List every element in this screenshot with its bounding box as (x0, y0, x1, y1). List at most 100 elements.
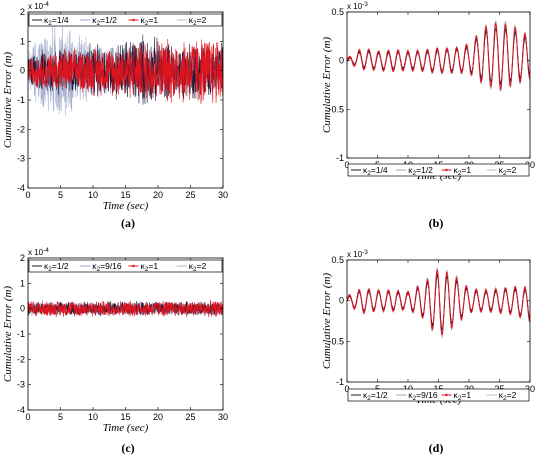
series-marker (522, 54, 524, 56)
legend-sub: 2 (503, 395, 507, 402)
series-marker (350, 296, 352, 298)
series-marker (523, 38, 525, 40)
legend-sub: 2 (367, 395, 371, 402)
y-tick-label: -1 (336, 377, 344, 387)
legend-value: =2 (507, 390, 517, 400)
y-tick-label: -4 (17, 183, 25, 193)
exponent-power: -3 (362, 249, 368, 256)
series-marker (520, 78, 522, 80)
series-marker (362, 65, 364, 68)
series-marker (505, 23, 507, 26)
x-tick-label: 30 (525, 160, 535, 170)
series-marker (508, 69, 510, 71)
series-marker (449, 313, 451, 315)
series-marker (360, 296, 362, 298)
series-marker (478, 66, 480, 69)
series-marker (408, 292, 410, 294)
series-marker (428, 293, 430, 295)
x-tick-label: 10 (88, 190, 98, 200)
series-marker (498, 70, 500, 72)
legend-kappa: κ (189, 261, 194, 271)
series-marker (397, 290, 399, 292)
legend-label: κ2=1 (454, 165, 472, 177)
series-marker (458, 60, 460, 62)
series-marker (524, 33, 526, 35)
series-marker (526, 58, 529, 60)
x-tick-label: 30 (525, 384, 535, 394)
legend-label: κ2=9/16 (408, 390, 438, 402)
series-marker (458, 301, 460, 303)
series-marker (470, 72, 472, 75)
series-marker (487, 296, 489, 299)
series-marker (514, 286, 516, 288)
x-tick-label: 5 (58, 412, 63, 422)
series-marker (362, 309, 364, 311)
x-tick-label: 0 (25, 412, 30, 422)
series-marker (497, 45, 499, 47)
series-marker (461, 72, 463, 74)
series-marker (365, 57, 368, 60)
legend-kappa: κ (92, 261, 97, 271)
series-marker (497, 296, 499, 298)
series-marker (435, 51, 437, 53)
series-marker (440, 69, 442, 71)
legend-marker (132, 264, 135, 268)
series-marker (527, 311, 529, 313)
x-tick-label: 15 (120, 412, 130, 422)
series-marker (412, 310, 415, 312)
series-marker (418, 290, 420, 292)
legend-label: κ2=1/4 (44, 15, 69, 27)
series-marker (522, 300, 524, 303)
series-marker (440, 326, 442, 329)
series-marker (405, 296, 407, 298)
series-marker (522, 45, 524, 47)
series-marker (423, 66, 425, 68)
legend-value: =9/16 (416, 390, 438, 400)
series-marker (452, 316, 454, 319)
series-marker (487, 300, 490, 303)
series-marker (411, 308, 413, 310)
series-marker (489, 308, 491, 310)
series-marker (413, 307, 415, 309)
series-marker (445, 273, 448, 275)
series-marker (492, 64, 494, 66)
series-marker (383, 69, 385, 71)
series-marker (490, 82, 493, 84)
series-marker (497, 57, 499, 60)
series-marker (518, 312, 520, 314)
series-marker (475, 289, 477, 291)
series-marker (403, 305, 405, 308)
legend-value: =1/4 (52, 15, 69, 25)
series-marker (347, 296, 349, 298)
series-marker (461, 318, 463, 320)
legend-kappa: κ (499, 165, 504, 175)
series-marker (512, 42, 515, 44)
series-marker (476, 37, 478, 39)
legend-kappa: κ (141, 15, 146, 25)
series-marker (520, 72, 523, 74)
legend-sub: 2 (97, 20, 101, 27)
series-marker (521, 63, 523, 65)
series-marker (421, 315, 423, 317)
series-marker (444, 299, 446, 301)
series-marker (359, 290, 361, 292)
series-marker (414, 303, 416, 306)
series-marker (495, 288, 497, 290)
series-marker (418, 53, 420, 55)
legend: κ2=1/4 κ2=1/2 κ2=1 κ2=2 (347, 163, 530, 177)
series-marker (477, 49, 479, 51)
series-marker (365, 299, 368, 301)
series-marker (398, 291, 400, 293)
series-marker (436, 269, 438, 272)
series-marker (467, 291, 469, 293)
series-marker (457, 286, 459, 288)
series-marker (429, 303, 431, 305)
legend-sub: 2 (145, 266, 149, 273)
series-marker (492, 299, 494, 301)
series-marker (444, 54, 446, 56)
series-marker (523, 290, 525, 292)
legend-marker (445, 168, 448, 172)
series-marker (402, 69, 404, 71)
series-marker (489, 84, 491, 86)
